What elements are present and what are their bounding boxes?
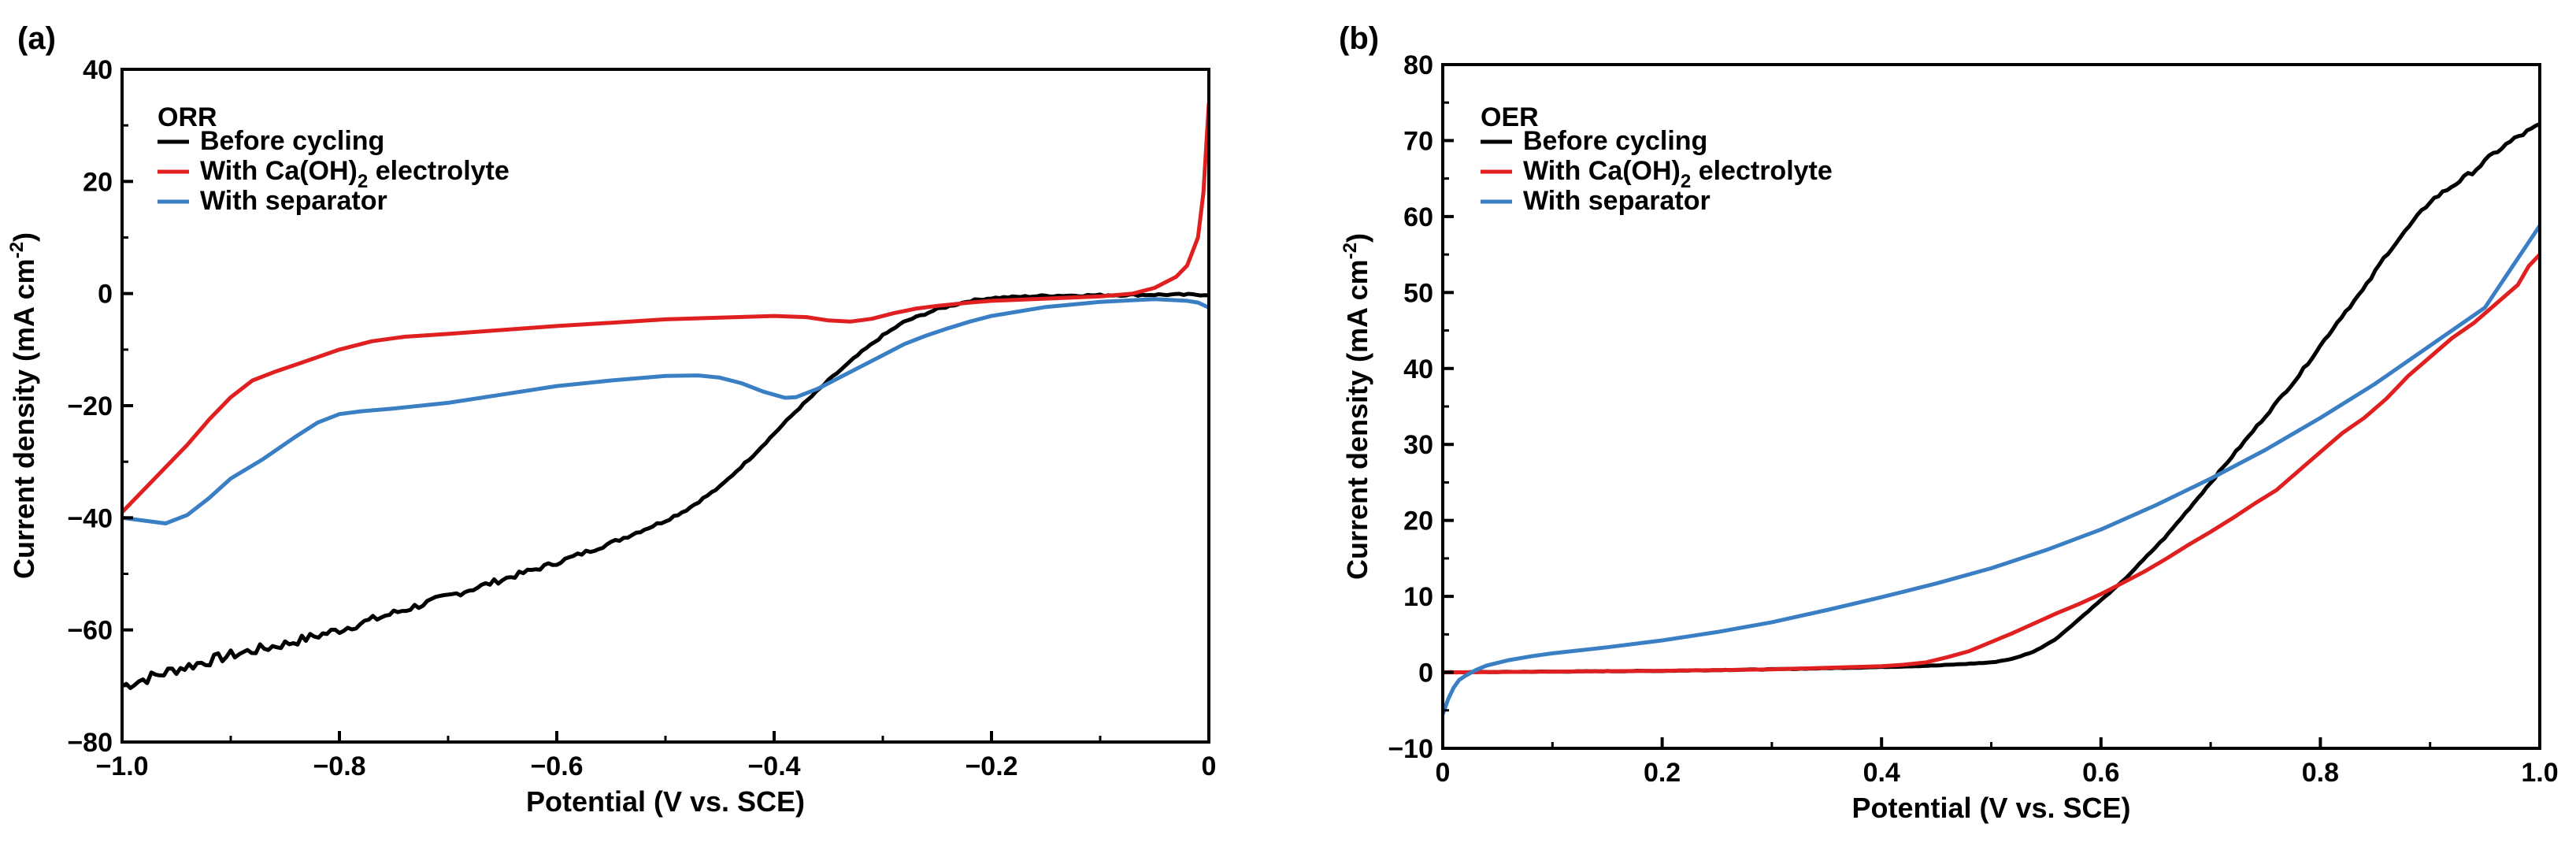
y-tick-label: 0 xyxy=(1418,659,1433,688)
legend-entry: Before cycling xyxy=(200,126,384,156)
chart-panel-b: (b)0 0.2 0.4 0.6 0.8 1.0−1001020304050607080P… xyxy=(1339,21,2559,824)
y-tick-label: −60 xyxy=(67,616,113,646)
x-tick-label: −1.0 xyxy=(95,751,148,781)
series-line-caoh2-electrolyte xyxy=(122,102,1209,514)
panel-label: (b) xyxy=(1339,21,1379,56)
x-tick-label: 0 xyxy=(1436,758,1451,788)
legend-entry: Before cycling xyxy=(1523,126,1707,156)
legend-title: OER xyxy=(1481,102,1539,132)
x-tick-label: 0.6 xyxy=(2082,758,2119,788)
x-tick-label: −0.8 xyxy=(313,751,365,781)
legend-entry: With separator xyxy=(1523,186,1711,216)
x-tick-label: 0.4 xyxy=(1863,758,1900,788)
chart-panel-a: (a) −1.0 −0.8 −0.6 −0.4 −0.2 0 −80 −60 −40 −20 0 20 4… xyxy=(6,21,1216,818)
y-tick-label: −40 xyxy=(67,503,113,533)
x-tick-label: −0.6 xyxy=(530,751,583,781)
y-axis-label: Current density (mA cm-2) xyxy=(6,232,40,579)
legend-entry: With Ca(OH)2 electrolyte xyxy=(1523,156,1833,192)
series-line-separator xyxy=(122,297,1209,525)
panel-label: (a) xyxy=(17,21,56,56)
y-tick-label: 60 xyxy=(1403,202,1433,232)
legend-title: ORR xyxy=(158,102,217,132)
y-tick-label: 40 xyxy=(83,55,113,85)
y-tick-label: 30 xyxy=(1403,430,1433,460)
legend-entry: With separator xyxy=(200,186,387,216)
x-tick-label: −0.2 xyxy=(965,751,1017,781)
y-axis-label: Current density (mA cm-2) xyxy=(1340,233,1373,580)
x-tick-label: 1.0 xyxy=(2521,758,2558,788)
series-line-caoh2-electrolyte xyxy=(1443,253,2540,675)
y-tick-label: 20 xyxy=(1403,506,1433,536)
y-tick-label: −80 xyxy=(67,728,113,758)
x-axis-label: Potential (V vs. SCE) xyxy=(1851,792,2130,824)
y-tick-label: 70 xyxy=(1403,126,1433,156)
y-tick-label: 0 xyxy=(98,280,113,310)
x-tick-label: 0.2 xyxy=(1644,758,1681,788)
x-axis-label: Potential (V vs. SCE) xyxy=(526,785,805,818)
x-tick-label: 0.8 xyxy=(2302,758,2339,788)
y-tick-label: 40 xyxy=(1403,354,1433,384)
y-tick-label: −10 xyxy=(1388,734,1433,764)
series-line-before-cycling xyxy=(122,291,1209,690)
y-tick-label: 20 xyxy=(83,167,113,197)
x-tick-label: −0.4 xyxy=(747,751,800,781)
series-line-separator xyxy=(1443,224,2540,715)
x-tick-label: 0 xyxy=(1202,751,1217,781)
y-tick-label: 50 xyxy=(1403,278,1433,308)
y-tick-label: 10 xyxy=(1403,582,1433,612)
y-tick-label: −20 xyxy=(67,391,113,421)
legend-entry: With Ca(OH)2 electrolyte xyxy=(200,156,510,192)
y-tick-label: 80 xyxy=(1403,50,1433,80)
